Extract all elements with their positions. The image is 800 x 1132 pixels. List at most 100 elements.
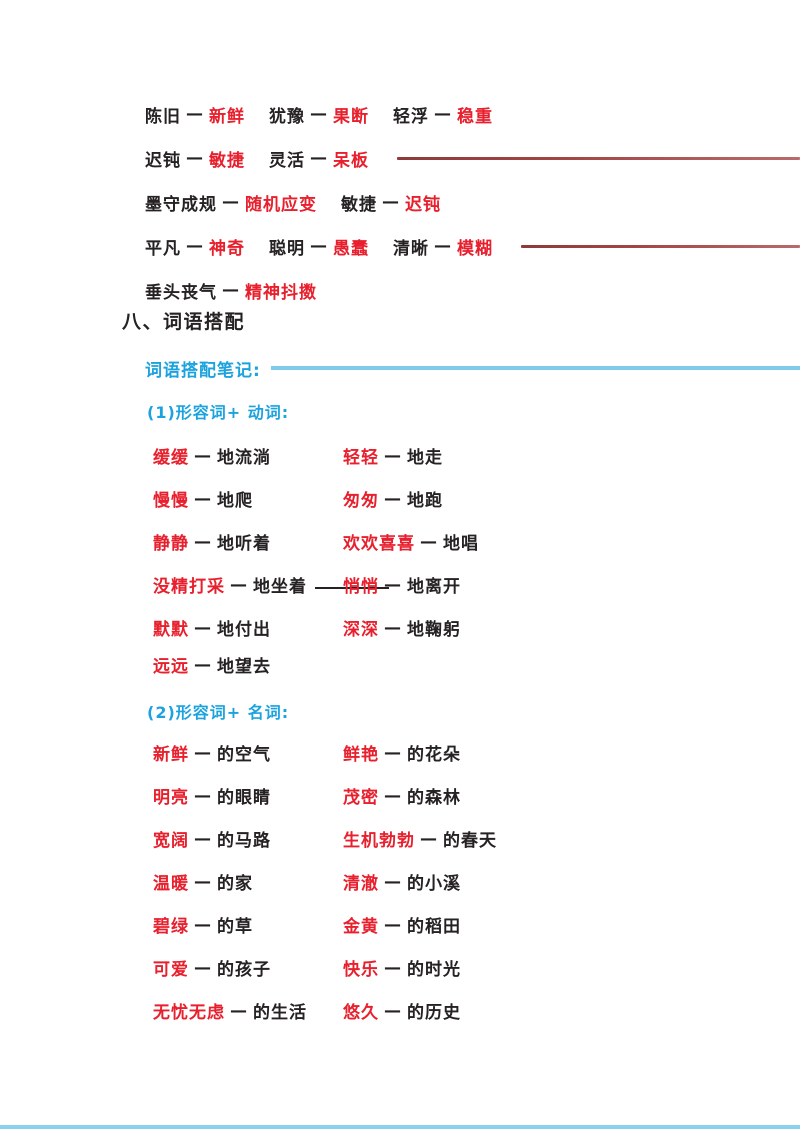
collocation-item: 茂密 — 的森林 (343, 783, 461, 809)
collocation-item: 悄悄 — 地离开 (343, 572, 461, 598)
highlight-word: 匆匆 (343, 491, 379, 511)
answer-line: 陈旧 — 新鲜 犹豫 — 果断 轻浮 — 稳重 (145, 102, 800, 127)
collocate-word: 地唱 (443, 534, 479, 554)
list-row: 可爱 — 的孩子 快乐 — 的时光 (153, 955, 800, 981)
word-pair: 聪明 — 愚蠢 (269, 234, 369, 259)
collocation-item: 可爱 — 的孩子 (153, 955, 271, 981)
collocation-item: 缓缓 — 地流淌 (153, 443, 271, 469)
highlight-word: 远远 (153, 657, 189, 677)
dash: — (420, 828, 438, 849)
dash: — (194, 531, 212, 552)
highlight-word: 无忧无虑 (153, 1003, 225, 1023)
dash: — (384, 445, 402, 466)
collocate-word: 的空气 (217, 745, 271, 765)
answer-line: 平凡 — 神奇 聪明 — 愚蠢 清晰 — 模糊 (145, 234, 800, 259)
prompt-word: 平凡 (145, 238, 181, 259)
dash: — (384, 871, 402, 892)
collocate-word: 的春天 (443, 831, 497, 851)
answer-line: 迟钝 — 敏捷 灵活 — 呆板 (145, 146, 800, 171)
answer-word: 模糊 (457, 238, 493, 259)
dash: — (434, 236, 452, 256)
answer-word: 果断 (333, 106, 369, 127)
highlight-word: 生机勃勃 (343, 831, 415, 851)
collocate-word: 地流淌 (217, 448, 271, 468)
collocate-word: 的时光 (407, 960, 461, 980)
collocation-item: 轻轻 — 地走 (343, 443, 443, 469)
prompt-word: 垂头丧气 (145, 282, 217, 303)
word-pair: 陈旧 — 新鲜 (145, 102, 245, 127)
highlight-word: 慢慢 (153, 491, 189, 511)
collocate-word: 地望去 (217, 657, 271, 677)
list-row: 慢慢 — 地爬 匆匆 — 地跑 (153, 486, 800, 512)
word-pair: 敏捷 — 迟钝 (341, 190, 441, 215)
collocate-word: 的森林 (407, 788, 461, 808)
collocate-word: 地坐着 (253, 577, 307, 597)
collocate-word: 的孩子 (217, 960, 271, 980)
prompt-word: 轻浮 (393, 106, 429, 127)
word-pair: 墨守成规 — 随机应变 (145, 190, 317, 215)
prompt-word: 陈旧 (145, 106, 181, 127)
dash: — (186, 104, 204, 124)
highlight-word: 悄悄 (343, 577, 379, 597)
collocate-word: 的历史 (407, 1003, 461, 1023)
answer-word: 新鲜 (209, 106, 245, 127)
dash: — (194, 488, 212, 509)
word-pair: 平凡 — 神奇 (145, 234, 245, 259)
trailing-red-rule (397, 156, 800, 160)
collocate-word: 地爬 (217, 491, 253, 511)
highlight-word: 欢欢喜喜 (343, 534, 415, 554)
word-pair: 灵活 — 呆板 (269, 146, 369, 171)
collocate-word: 的马路 (217, 831, 271, 851)
word-pair: 轻浮 — 稳重 (393, 102, 493, 127)
dash: — (384, 617, 402, 638)
collocation-item: 宽阔 — 的马路 (153, 826, 271, 852)
dash: — (310, 148, 328, 168)
highlight-word: 轻轻 (343, 448, 379, 468)
dash: — (222, 280, 240, 300)
prompt-word: 清晰 (393, 238, 429, 259)
answer-word: 神奇 (209, 238, 245, 259)
fill-blank-line (315, 586, 389, 589)
dash: — (194, 617, 212, 638)
collocation-subheading-1: (1)形容词+ 动词: (147, 403, 290, 422)
prompt-word: 灵活 (269, 150, 305, 171)
list-row: 新鲜 — 的空气 鲜艳 — 的花朵 (153, 740, 800, 766)
highlight-word: 明亮 (153, 788, 189, 808)
word-pair: 清晰 — 模糊 (393, 234, 493, 259)
list-row: 明亮 — 的眼睛 茂密 — 的森林 (153, 783, 800, 809)
dash: — (194, 828, 212, 849)
collocation-item: 温暖 — 的家 (153, 869, 253, 895)
notes-title: 词语搭配笔记: (145, 360, 261, 381)
dash: — (384, 1000, 402, 1021)
collocation-subheading-2: (2)形容词+ 名词: (147, 703, 290, 722)
answer-word: 呆板 (333, 150, 369, 171)
prompt-word: 犹豫 (269, 106, 305, 127)
dash: — (194, 957, 212, 978)
list-row: 缓缓 — 地流淌 轻轻 — 地走 (153, 443, 800, 469)
collocation-item: 慢慢 — 地爬 (153, 486, 253, 512)
dash: — (194, 742, 212, 763)
highlight-word: 可爱 (153, 960, 189, 980)
collocation-item: 金黄 — 的稻田 (343, 912, 461, 938)
highlight-word: 新鲜 (153, 745, 189, 765)
collocate-word: 地听着 (217, 534, 271, 554)
list-row: 无忧无虑 — 的生活 悠久 — 的历史 (153, 998, 800, 1024)
collocation-item: 默默 — 地付出 (153, 615, 271, 641)
dash: — (194, 654, 212, 675)
highlight-word: 默默 (153, 620, 189, 640)
list-row: 静静 — 地听着 欢欢喜喜 — 地唱 (153, 529, 800, 555)
collocation-item: 新鲜 — 的空气 (153, 740, 271, 766)
trailing-red-rule (521, 244, 800, 248)
dash: — (194, 871, 212, 892)
dash: — (194, 914, 212, 935)
answer-word: 敏捷 (209, 150, 245, 171)
collocation-item: 清澈 — 的小溪 (343, 869, 461, 895)
dash: — (384, 957, 402, 978)
highlight-word: 宽阔 (153, 831, 189, 851)
list-row: 默默 — 地付出 深深 — 地鞠躬 (153, 615, 800, 641)
list-row: 宽阔 — 的马路 生机勃勃 — 的春天 (153, 826, 800, 852)
answer-word: 随机应变 (245, 194, 317, 215)
dash: — (186, 236, 204, 256)
collocation-item: 深深 — 地鞠躬 (343, 615, 461, 641)
highlight-word: 深深 (343, 620, 379, 640)
